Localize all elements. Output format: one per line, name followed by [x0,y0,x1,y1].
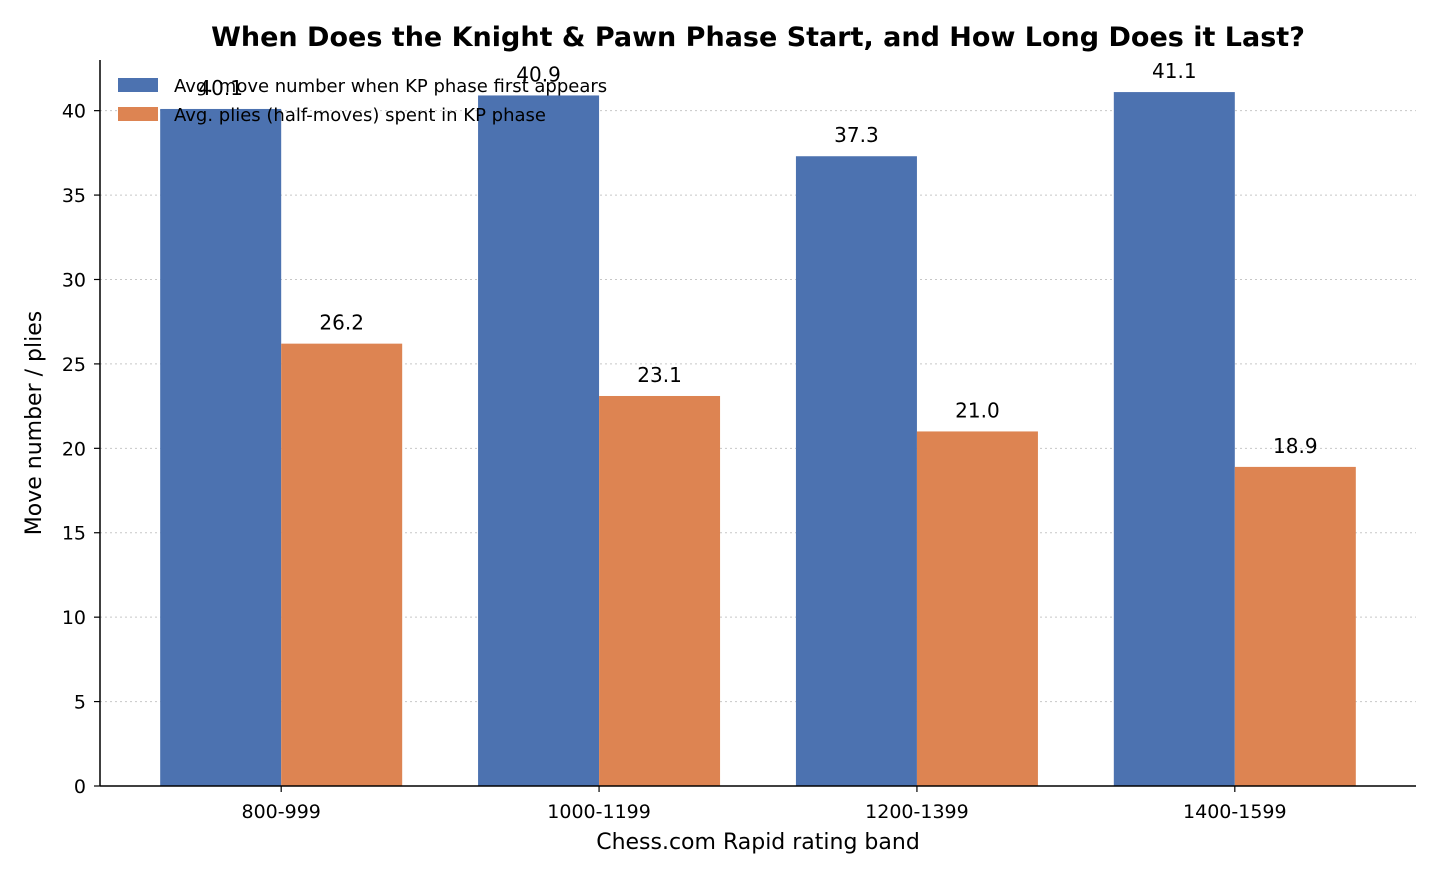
x-tick-label: 1400-1599 [1183,801,1287,823]
y-tick-label: 10 [62,607,86,629]
bar-plies-1400-1599 [1234,466,1356,786]
y-tick-label: 30 [62,269,86,291]
y-tick-label: 25 [62,354,86,376]
bar-start-move-1000-1199 [478,95,600,786]
bar-start-move-1400-1599 [1113,92,1235,786]
y-tick-label: 15 [62,523,86,545]
bar-value-label: 23.1 [637,363,682,387]
legend-entry-label: Avg. move number when KP phase first app… [174,76,607,97]
y-tick-label: 35 [62,185,86,207]
bar-start-move-800-999 [160,108,282,787]
y-tick-label: 40 [62,101,86,123]
x-axis-label: Chess.com Rapid rating band [596,830,920,855]
x-tick-label: 1000-1199 [547,801,651,823]
bar-plies-1000-1199 [599,395,721,786]
bars: 40.1 26.2 40.9 23.1 37.3 21.0 41.1 18.9 [160,59,1356,787]
bar-plies-800-999 [281,343,403,786]
y-axis-label: Move number / plies [22,311,47,535]
legend-entry-label: Avg. plies (half-moves) spent in KP phas… [174,105,546,126]
bar-value-label: 21.0 [955,398,1000,422]
y-tick-label: 5 [74,692,86,714]
bar-value-label: 37.3 [834,123,879,147]
bar-value-label: 26.2 [319,311,364,335]
bar-start-move-1200-1399 [795,156,917,787]
chart-title: When Does the Knight & Pawn Phase Start,… [211,22,1305,53]
ticks: 0 5 10 15 20 25 30 35 40 800-999 1000-1199 1200-139… [62,101,1287,823]
legend-swatch [118,107,158,121]
x-tick-label: 1200-1399 [865,801,969,823]
bar-value-label: 41.1 [1152,59,1197,83]
legend-swatch [118,78,158,92]
y-tick-label: 20 [62,438,86,460]
axes [99,60,1416,787]
bar-value-label: 40.1 [198,76,243,100]
legend: Avg. move number when KP phase first app… [118,76,607,126]
y-tick-label: 0 [74,776,86,798]
bar-value-label: 40.9 [516,62,561,86]
bar-plies-1200-1399 [916,431,1038,786]
bar-value-label: 18.9 [1273,434,1318,458]
x-tick-label: 800-999 [241,801,320,823]
